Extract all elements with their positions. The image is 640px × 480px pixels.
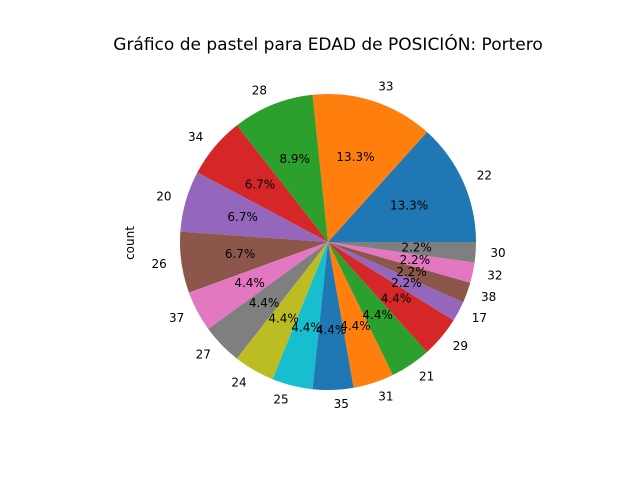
slice-label-34: 34 xyxy=(188,130,203,144)
pie-slice-26 xyxy=(180,231,328,293)
slice-label-17: 17 xyxy=(472,311,487,325)
slice-label-30: 30 xyxy=(490,246,505,260)
pie-slice-27 xyxy=(208,242,328,359)
slice-percent-21: 4.4% xyxy=(362,308,393,322)
slice-percent-31: 4.4% xyxy=(340,319,371,333)
slice-percent-34: 6.7% xyxy=(245,177,276,191)
chart-title: Gráfico de pastel para EDAD de POSICIÓN:… xyxy=(113,33,542,55)
slice-percent-26: 6.7% xyxy=(225,247,256,261)
pie-slice-35 xyxy=(312,242,354,390)
slice-label-22: 22 xyxy=(477,168,492,182)
slice-percent-25: 4.4% xyxy=(291,321,322,335)
y-axis-label: count xyxy=(123,226,137,260)
slice-label-26: 26 xyxy=(152,257,167,271)
slice-label-33: 33 xyxy=(378,80,393,94)
slice-label-24: 24 xyxy=(231,375,246,389)
slice-label-37: 37 xyxy=(169,311,184,325)
slice-percent-33: 13.3% xyxy=(336,150,374,164)
slice-label-38: 38 xyxy=(481,290,496,304)
pie-slice-30 xyxy=(328,242,476,263)
pie-slice-24 xyxy=(236,242,328,380)
pie-slice-25 xyxy=(272,242,328,390)
slice-label-20: 20 xyxy=(156,190,171,204)
slice-percent-22: 13.3% xyxy=(390,198,428,212)
slice-percent-32: 2.2% xyxy=(400,253,431,267)
slice-percent-27: 4.4% xyxy=(249,296,280,310)
slice-percent-35: 4.4% xyxy=(316,323,347,337)
slice-percent-37: 4.4% xyxy=(234,276,265,290)
pie-slice-37 xyxy=(188,242,328,329)
slice-label-35: 35 xyxy=(334,397,349,411)
pie-slice-38 xyxy=(328,242,471,303)
slice-percent-29: 4.4% xyxy=(381,292,412,306)
slice-percent-20: 6.7% xyxy=(227,210,258,224)
pie-slice-28 xyxy=(236,94,328,242)
slice-label-32: 32 xyxy=(487,268,502,282)
pie-slice-34 xyxy=(197,125,328,242)
pie-slice-17 xyxy=(328,242,464,321)
pie-slice-29 xyxy=(328,242,454,352)
pie-slice-31 xyxy=(328,242,393,388)
slice-percent-30: 2.2% xyxy=(401,241,432,255)
pie-slice-22 xyxy=(328,132,476,242)
slice-label-31: 31 xyxy=(378,389,393,403)
pie-slice-33 xyxy=(312,94,428,243)
pie-slices xyxy=(180,94,476,390)
pie-slice-32 xyxy=(328,242,475,283)
slice-percent-28: 8.9% xyxy=(279,152,310,166)
slice-percent-24: 4.4% xyxy=(268,311,299,325)
slice-label-27: 27 xyxy=(196,348,211,362)
slice-percent-17: 2.2% xyxy=(391,276,422,290)
pie-slice-20 xyxy=(180,172,328,242)
pie-labels: 22 13.3% 33 13.3% 28 8.9% 34 6.7% 20 6.7% 26 6.7% 37… xyxy=(152,80,506,412)
slice-label-25: 25 xyxy=(273,392,288,406)
slice-label-28: 28 xyxy=(252,84,267,98)
pie-slice-21 xyxy=(328,242,428,376)
slice-label-29: 29 xyxy=(453,339,468,353)
slice-label-21: 21 xyxy=(419,369,434,383)
slice-percent-38: 2.2% xyxy=(396,265,427,279)
